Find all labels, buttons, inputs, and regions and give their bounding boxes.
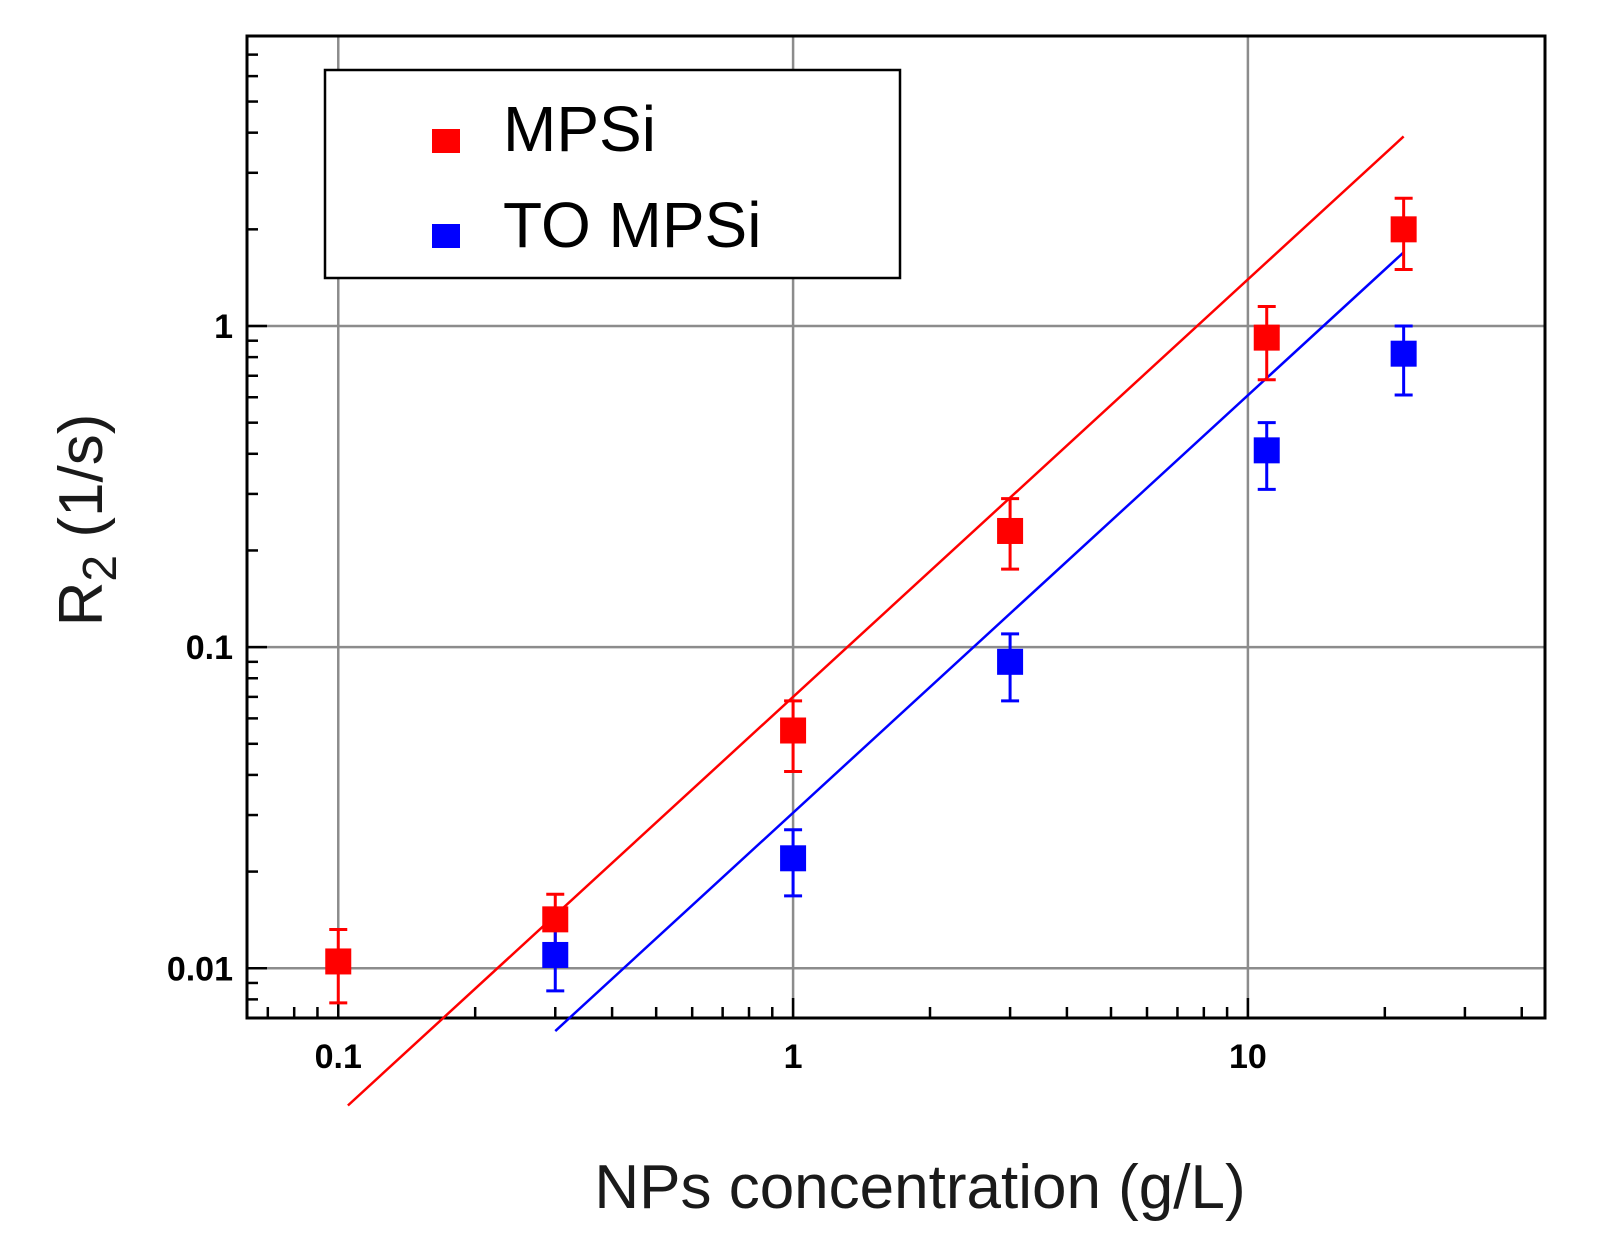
legend-label-to-mpsi: TO MPSi	[503, 189, 761, 261]
y-axis-title: R2 (1/s)	[47, 414, 127, 627]
fit-lines	[347, 135, 1405, 1107]
y-tick-label: 0.1	[186, 629, 233, 667]
markers	[325, 216, 1417, 975]
marker-to-mpsi	[780, 845, 807, 872]
y-tick-labels: 0.01 0.1 1	[167, 308, 233, 988]
x-tick-labels: 0.1 1 10	[315, 1038, 1267, 1076]
marker-to-mpsi	[1253, 437, 1280, 464]
legend: MPSi TO MPSi	[323, 68, 902, 280]
legend-swatch-to-mpsi	[432, 224, 460, 248]
y-axis-title-subscript: 2	[74, 555, 127, 582]
y-tick-label: 1	[214, 308, 233, 346]
error-bars	[329, 196, 1413, 1005]
marker-mpsi	[997, 517, 1024, 544]
marker-to-mpsi	[1390, 340, 1417, 367]
plot-frame	[245, 34, 1547, 1020]
x-axis-title: NPs concentration (g/L)	[594, 1153, 1245, 1222]
marker-mpsi	[780, 717, 807, 744]
x-tick-label: 0.1	[315, 1038, 362, 1076]
marker-to-mpsi	[542, 941, 569, 968]
y-axis-title-unit: (1/s)	[47, 414, 116, 555]
fit-line-mpsi	[347, 135, 1405, 1107]
marker-mpsi	[542, 906, 569, 933]
marker-to-mpsi	[997, 648, 1024, 675]
x-tick-label: 1	[784, 1038, 803, 1076]
legend-label-mpsi: MPSi	[503, 93, 656, 165]
marker-mpsi	[1253, 324, 1280, 351]
legend-swatch-mpsi	[432, 129, 460, 153]
fit-line-to-mpsi	[554, 251, 1405, 1032]
x-tick-label: 10	[1229, 1038, 1267, 1076]
marker-mpsi	[1390, 216, 1417, 243]
y-tick-label: 0.01	[167, 950, 233, 988]
y-axis-title-main: R	[47, 582, 116, 627]
marker-mpsi	[325, 948, 352, 975]
legend-box	[323, 68, 902, 280]
